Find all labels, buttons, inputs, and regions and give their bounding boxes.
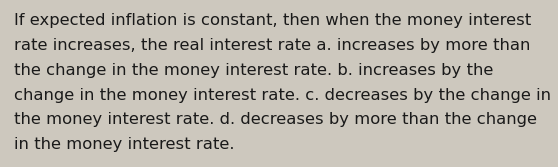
Text: If expected inflation is constant, then when the money interest: If expected inflation is constant, then … bbox=[14, 13, 531, 28]
Text: rate increases, the real interest rate a. increases by more than: rate increases, the real interest rate a… bbox=[14, 38, 530, 53]
Text: change in the money interest rate. c. decreases by the change in: change in the money interest rate. c. de… bbox=[14, 88, 551, 103]
Text: the change in the money interest rate. b. increases by the: the change in the money interest rate. b… bbox=[14, 63, 493, 78]
Text: the money interest rate. d. decreases by more than the change: the money interest rate. d. decreases by… bbox=[14, 112, 537, 127]
Text: in the money interest rate.: in the money interest rate. bbox=[14, 137, 234, 152]
